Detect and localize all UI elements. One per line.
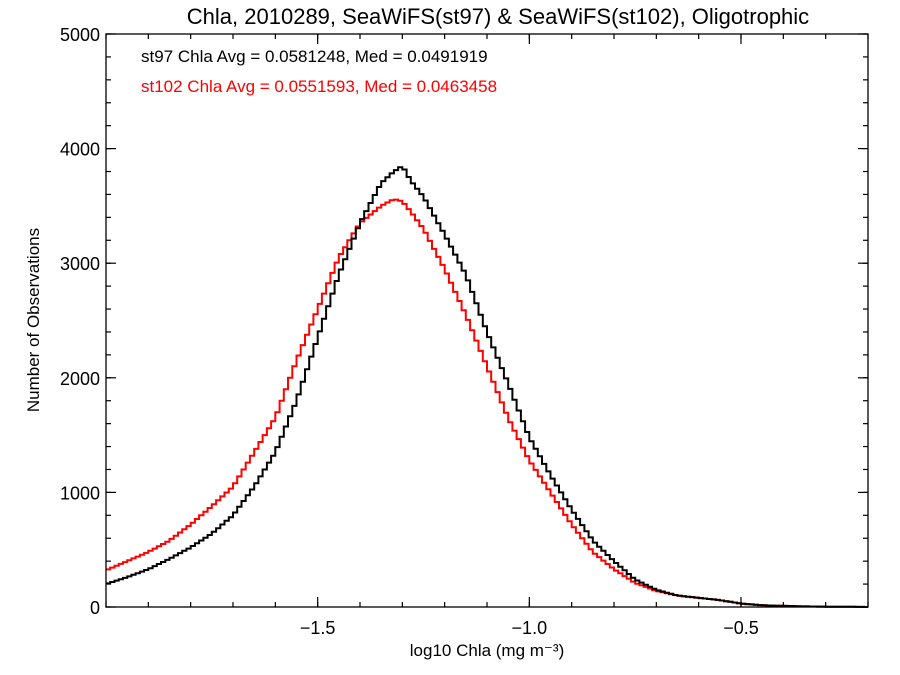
ticks-layer: −1.5 −1.0 −0.5 0 1000 2000 3000 4000 5000 — [60, 25, 869, 638]
x-tick-label: −0.5 — [723, 618, 759, 638]
x-tick-label: −1.0 — [512, 618, 548, 638]
series-st102-line — [106, 198, 868, 608]
series-layer — [106, 166, 868, 608]
x-tick-label: −1.5 — [300, 618, 336, 638]
annotation-st102-stats: st102 Chla Avg = 0.0551593, Med = 0.0463… — [141, 77, 497, 96]
y-axis-label: Number of Observations — [24, 228, 43, 412]
y-tick-label: 4000 — [60, 140, 100, 160]
y-tick-label: 5000 — [60, 25, 100, 45]
chart-title: Chla, 2010289, SeaWiFS(st97) & SeaWiFS(s… — [187, 4, 809, 29]
annotation-st97-stats: st97 Chla Avg = 0.0581248, Med = 0.04919… — [141, 47, 488, 66]
series-st97-line — [106, 166, 868, 608]
y-tick-label: 1000 — [60, 483, 100, 503]
y-tick-label: 0 — [90, 598, 100, 618]
x-axis-label: log10 Chla (mg m⁻³) — [410, 641, 564, 660]
y-tick-label: 2000 — [60, 369, 100, 389]
plot-frame — [105, 33, 869, 608]
y-tick-label: 3000 — [60, 254, 100, 274]
